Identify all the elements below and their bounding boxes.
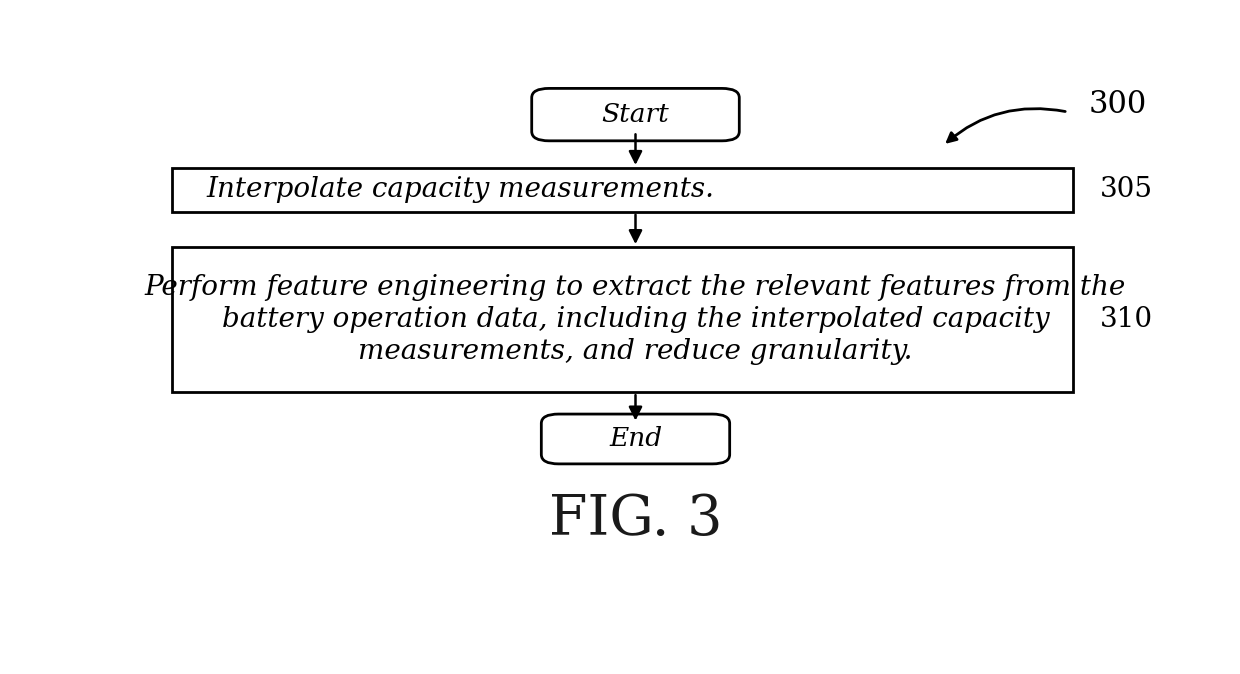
Text: measurements, and reduce granularity.: measurements, and reduce granularity. (358, 338, 913, 365)
Text: battery operation data, including the interpolated capacity: battery operation data, including the in… (222, 306, 1049, 333)
Text: 305: 305 (1100, 177, 1153, 204)
Text: 310: 310 (1100, 306, 1153, 333)
FancyBboxPatch shape (532, 88, 739, 141)
FancyBboxPatch shape (172, 168, 1073, 212)
Text: Interpolate capacity measurements.: Interpolate capacity measurements. (206, 177, 714, 204)
Text: FIG. 3: FIG. 3 (549, 492, 722, 547)
FancyBboxPatch shape (172, 247, 1073, 392)
Text: Perform feature engineering to extract the relevant features from the: Perform feature engineering to extract t… (145, 274, 1126, 301)
Text: End: End (609, 427, 662, 452)
Text: Start: Start (601, 102, 670, 127)
FancyBboxPatch shape (542, 414, 729, 464)
Text: 300: 300 (1089, 89, 1147, 120)
